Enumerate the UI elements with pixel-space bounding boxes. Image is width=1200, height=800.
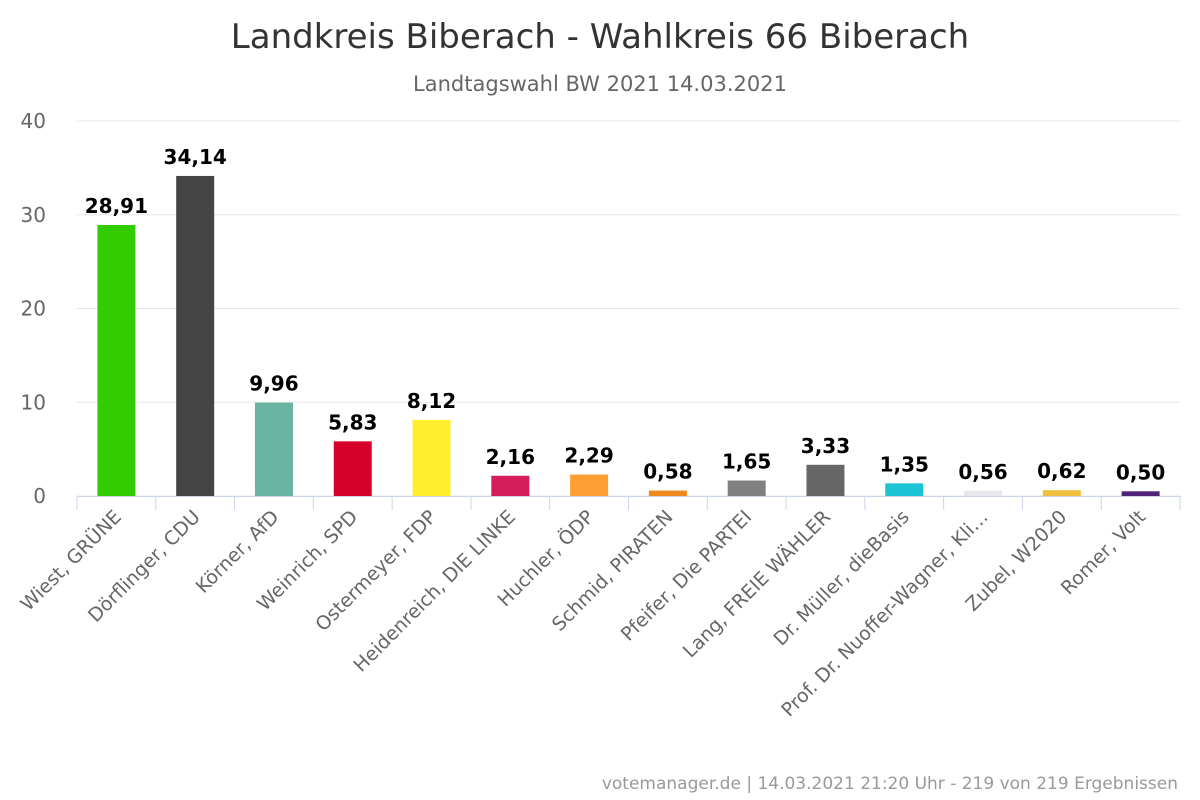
data-label: 2,29 (564, 444, 613, 468)
bar (964, 490, 1003, 496)
data-label: 3,33 (801, 434, 850, 458)
bar (885, 483, 924, 496)
chart-title: Landkreis Biberach - Wahlkreis 66 Bibera… (231, 17, 969, 57)
bar (333, 441, 372, 496)
y-tick-label: 10 (21, 390, 46, 414)
x-tick-label: Heidenreich, DIE LINKE (349, 506, 520, 677)
data-label: 9,96 (249, 372, 298, 396)
data-label: 0,56 (958, 460, 1007, 484)
data-label: 2,16 (486, 445, 535, 469)
bar (97, 224, 136, 496)
y-tick-label: 20 (21, 297, 46, 321)
data-label: 1,65 (722, 450, 771, 474)
bar (254, 402, 293, 496)
chart-subtitle: Landtagswahl BW 2021 14.03.2021 (413, 72, 787, 96)
data-label: 0,62 (1037, 459, 1086, 483)
data-label: 0,50 (1116, 460, 1165, 484)
bar (806, 464, 845, 496)
x-tick-label: Dr. Müller, dieBasis (769, 506, 913, 650)
data-label: 34,14 (164, 145, 227, 169)
x-tick-label: Pfeifer, Die PARTEI (617, 506, 757, 646)
bar (491, 475, 530, 496)
data-label: 1,35 (880, 452, 929, 476)
data-label: 28,91 (85, 194, 148, 218)
y-tick-label: 40 (21, 109, 46, 133)
bar (727, 480, 766, 496)
data-label: 0,58 (643, 460, 692, 484)
bar (1121, 491, 1160, 496)
bar (1042, 490, 1081, 496)
bar (570, 474, 609, 496)
bar (412, 419, 451, 496)
bar (176, 175, 215, 496)
chart-credits[interactable]: votemanager.de | 14.03.2021 21:20 Uhr - … (602, 774, 1178, 794)
bar (648, 490, 687, 496)
y-tick-label: 30 (21, 203, 46, 227)
x-tick-label: Romer, Volt (1057, 506, 1150, 599)
data-label: 8,12 (407, 389, 456, 413)
x-tick-label: Lang, FREIE WÄHLER (678, 505, 835, 662)
y-tick-label: 0 (33, 484, 46, 508)
data-label: 5,83 (328, 410, 377, 434)
